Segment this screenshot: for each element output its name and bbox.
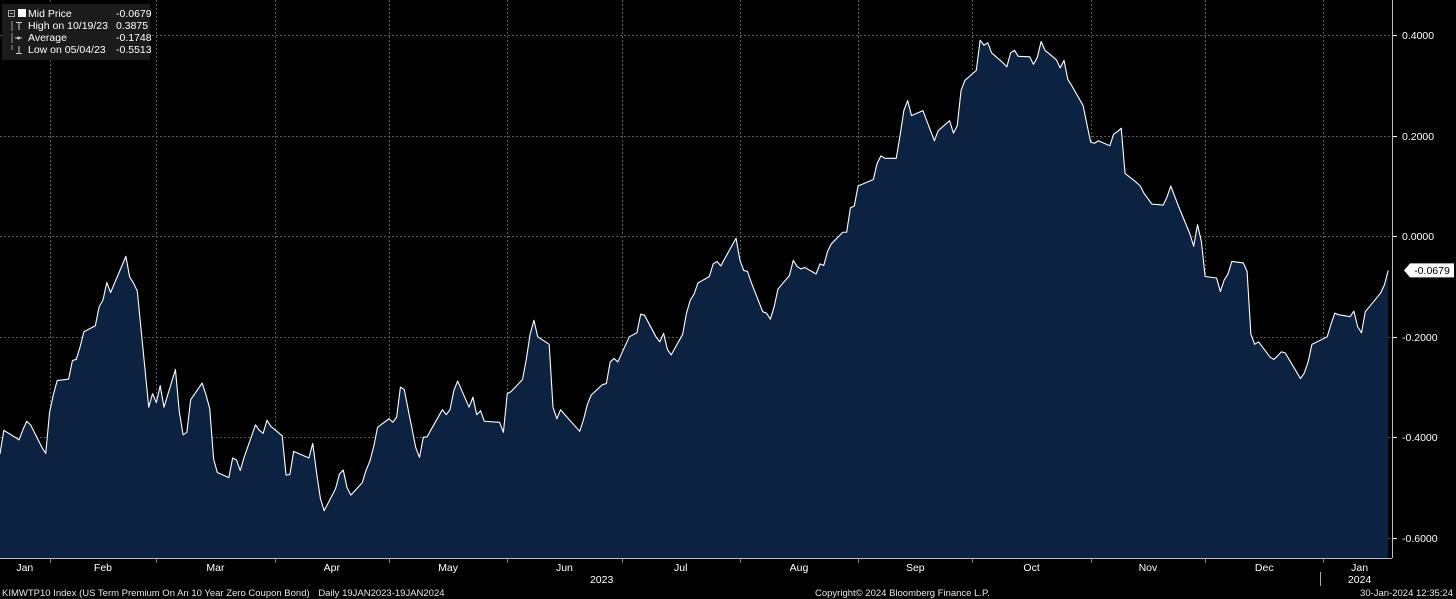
y-tick-label: -0.6000 bbox=[1402, 533, 1438, 545]
x-tick-label: Mar bbox=[206, 562, 225, 574]
chart-area bbox=[0, 39, 1389, 559]
x-tick-label: Jan bbox=[1351, 562, 1368, 574]
chart: 0.4000 0.2000 0.0000 -0.2000 -0.4000 -0.6000 J… bbox=[0, 0, 1454, 586]
legend-value: -0.0679 bbox=[116, 8, 152, 20]
footer-copyright: Copyright© 2024 Bloomberg Finance L.P. bbox=[815, 588, 990, 599]
high-marker-icon bbox=[8, 21, 22, 31]
legend-label: Mid Price bbox=[28, 8, 72, 20]
legend-value: -0.5513 bbox=[116, 44, 152, 56]
minus-square-icon bbox=[8, 9, 22, 19]
legend-row-high: High on 10/19/23 0.3875 bbox=[2, 20, 150, 32]
chart-axes: 0.4000 0.2000 0.0000 -0.2000 -0.4000 -0.6000 J… bbox=[0, 0, 1454, 586]
x-tick-label: Jul bbox=[674, 562, 687, 574]
white-swatch-icon bbox=[18, 9, 26, 17]
footer-left: KIMWTP10 Index (US Term Premium On An 10… bbox=[2, 588, 451, 599]
footer-range: Daily 19JAN2023-19JAN2024 bbox=[318, 588, 445, 599]
legend: Mid Price -0.0679 High on 10/19/23 0.387… bbox=[2, 4, 152, 60]
series-line bbox=[0, 39, 1389, 512]
x-tick-label: Aug bbox=[790, 562, 809, 574]
average-marker-icon bbox=[8, 33, 22, 43]
year-label: 2023 bbox=[590, 574, 614, 586]
x-tick-label: Jan bbox=[16, 562, 33, 574]
low-marker-icon bbox=[8, 45, 22, 55]
y-tick-label: 0.0000 bbox=[1402, 231, 1434, 243]
legend-value: -0.1748 bbox=[116, 32, 152, 44]
y-tick-label: -0.4000 bbox=[1402, 432, 1438, 444]
legend-row-mid-price: Mid Price -0.0679 bbox=[2, 8, 152, 20]
year-label: 2024 bbox=[1348, 574, 1372, 586]
x-tick-label: Jun bbox=[556, 562, 573, 574]
x-tick-label: Apr bbox=[324, 562, 341, 574]
x-tick-label: Nov bbox=[1139, 562, 1158, 574]
x-tick-label: Sep bbox=[906, 562, 925, 574]
y-tick-label: -0.2000 bbox=[1402, 332, 1438, 344]
footer-timestamp: 30-Jan-2024 12:35:24 bbox=[1360, 588, 1453, 599]
footer-ticker: KIMWTP10 Index (US Term Premium On An 10… bbox=[2, 588, 310, 599]
legend-value: 0.3875 bbox=[116, 20, 149, 32]
last-value-tag bbox=[1404, 263, 1454, 278]
legend-label: Average bbox=[28, 32, 67, 44]
y-tick-label: 0.4000 bbox=[1402, 30, 1434, 42]
legend-row-low: Low on 05/04/23 -0.5513 bbox=[2, 44, 152, 56]
last-value-label: -0.0679 bbox=[1414, 265, 1450, 277]
legend-label: High on 10/19/23 bbox=[28, 20, 108, 32]
legend-row-average: Average -0.1748 bbox=[2, 32, 152, 44]
x-tick-label: May bbox=[438, 562, 459, 574]
x-tick-label: Oct bbox=[1023, 562, 1039, 574]
x-tick-label: Feb bbox=[94, 562, 112, 574]
legend-label: Low on 05/04/23 bbox=[28, 44, 106, 56]
x-tick-label: Dec bbox=[1255, 562, 1274, 574]
y-tick-label: 0.2000 bbox=[1402, 131, 1434, 143]
series-area bbox=[0, 40, 1389, 559]
